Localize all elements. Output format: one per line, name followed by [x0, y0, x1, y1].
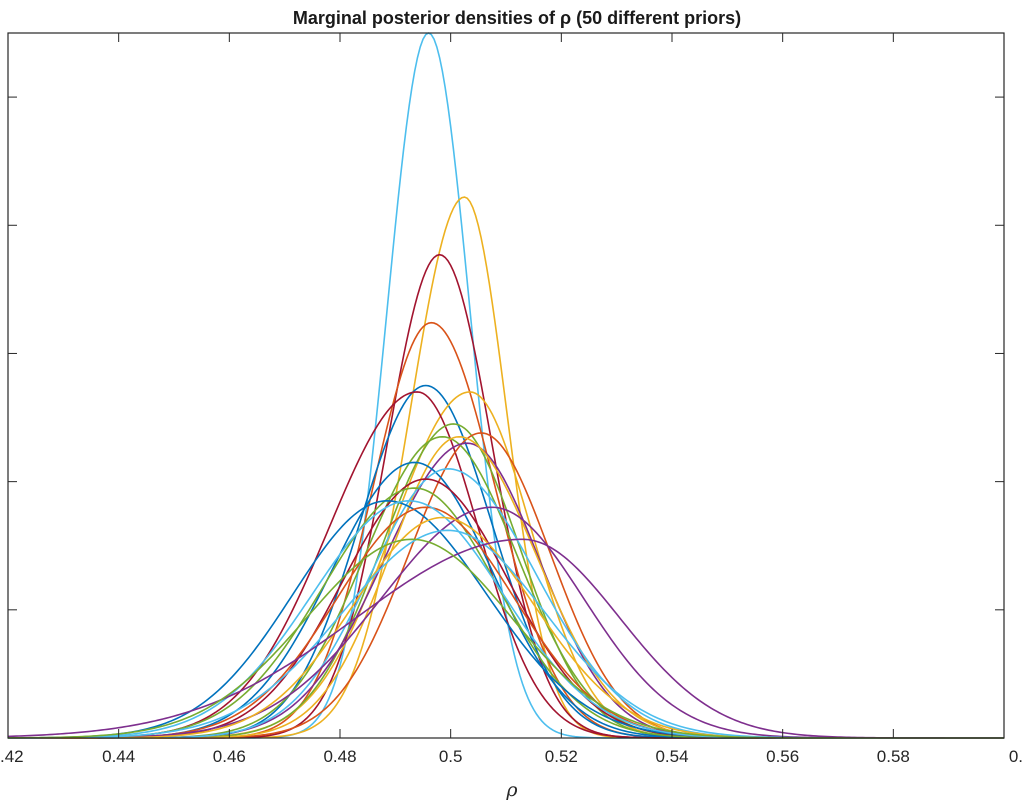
- plot-frame: [7, 32, 1005, 739]
- x-tick-label-4: 0.48: [323, 747, 356, 766]
- x-tick-label-2: 0.44: [102, 747, 135, 766]
- x-tick-label-6: 0.52: [545, 747, 578, 766]
- x-tick-label-3: 0.46: [213, 747, 246, 766]
- x-tick-label-9: 0.58: [877, 747, 910, 766]
- plot-area: [8, 33, 1004, 738]
- x-tick-label-1: .42: [0, 747, 24, 766]
- x-tick-label-7: 0.54: [655, 747, 688, 766]
- x-tick-label-5: 0.5: [439, 747, 463, 766]
- x-tick-label-8: 0.56: [766, 747, 799, 766]
- x-axis-label: ρ: [505, 779, 518, 801]
- ticks-group: .42 0.44 0.46 0.48 0.5 0.52 0.54 0.56 0.58 0.: [0, 33, 1023, 766]
- density-curve-23: [7, 538, 1004, 739]
- x-tick-label-10: 0.: [1009, 747, 1023, 766]
- chart-title: Marginal posterior densities of ρ (50 di…: [293, 8, 741, 28]
